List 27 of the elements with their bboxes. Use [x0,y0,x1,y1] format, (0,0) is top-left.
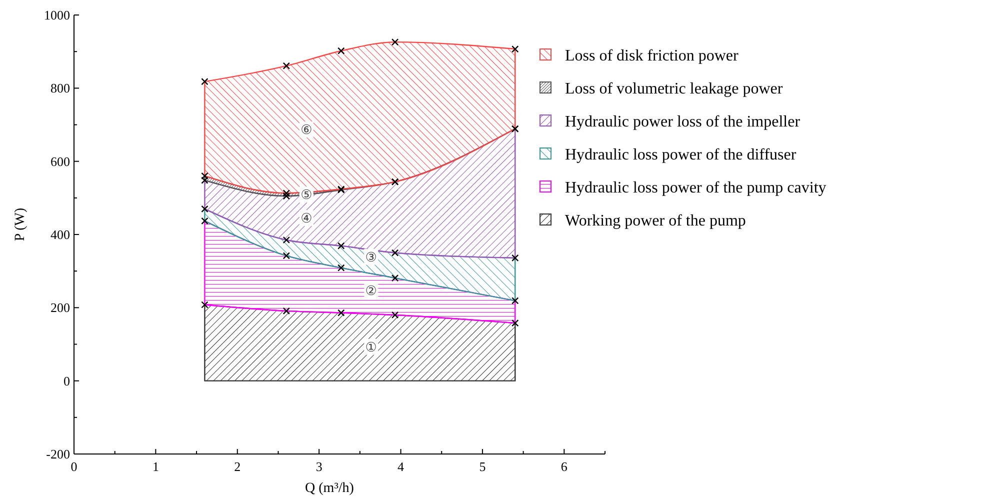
legend-label: Loss of disk friction power [565,48,739,65]
annotation: ① [365,340,377,356]
x-tick-label: 1 [152,459,159,474]
y-tick-label: 400 [50,227,70,242]
legend-label: Hydraulic loss power of the pump cavity [565,180,826,197]
y-tick-label: -200 [46,446,70,462]
x-tick-label: 5 [479,459,486,474]
x-tick-label: 6 [560,459,568,474]
annotation: ④ [300,212,312,227]
legend-label: Working power of the pump [565,212,746,230]
legend-label: Hydraulic power loss of the impeller [565,114,801,131]
annotation: ⑥ [300,123,312,138]
legend-label: Hydraulic loss power of the diffuser [565,146,797,164]
y-tick-label: 600 [50,154,70,169]
y-tick-label: 800 [50,80,70,96]
annotation: ③ [365,250,377,266]
annotation: ⑤ [300,188,312,204]
y-tick-label: 0 [64,373,70,388]
y-tick-label: 200 [50,300,70,316]
x-tick-label: 2 [234,459,241,474]
y-tick-label: 1000 [44,8,70,23]
y-axis-title: P (W) [13,208,28,242]
x-tick-label: 4 [398,459,405,474]
legend-label: Loss of volumetric leakage power [565,80,784,98]
annotation: ② [365,284,377,299]
x-tick-label: 3 [316,459,322,474]
x-axis-title: Q (m³/h) [305,481,354,496]
